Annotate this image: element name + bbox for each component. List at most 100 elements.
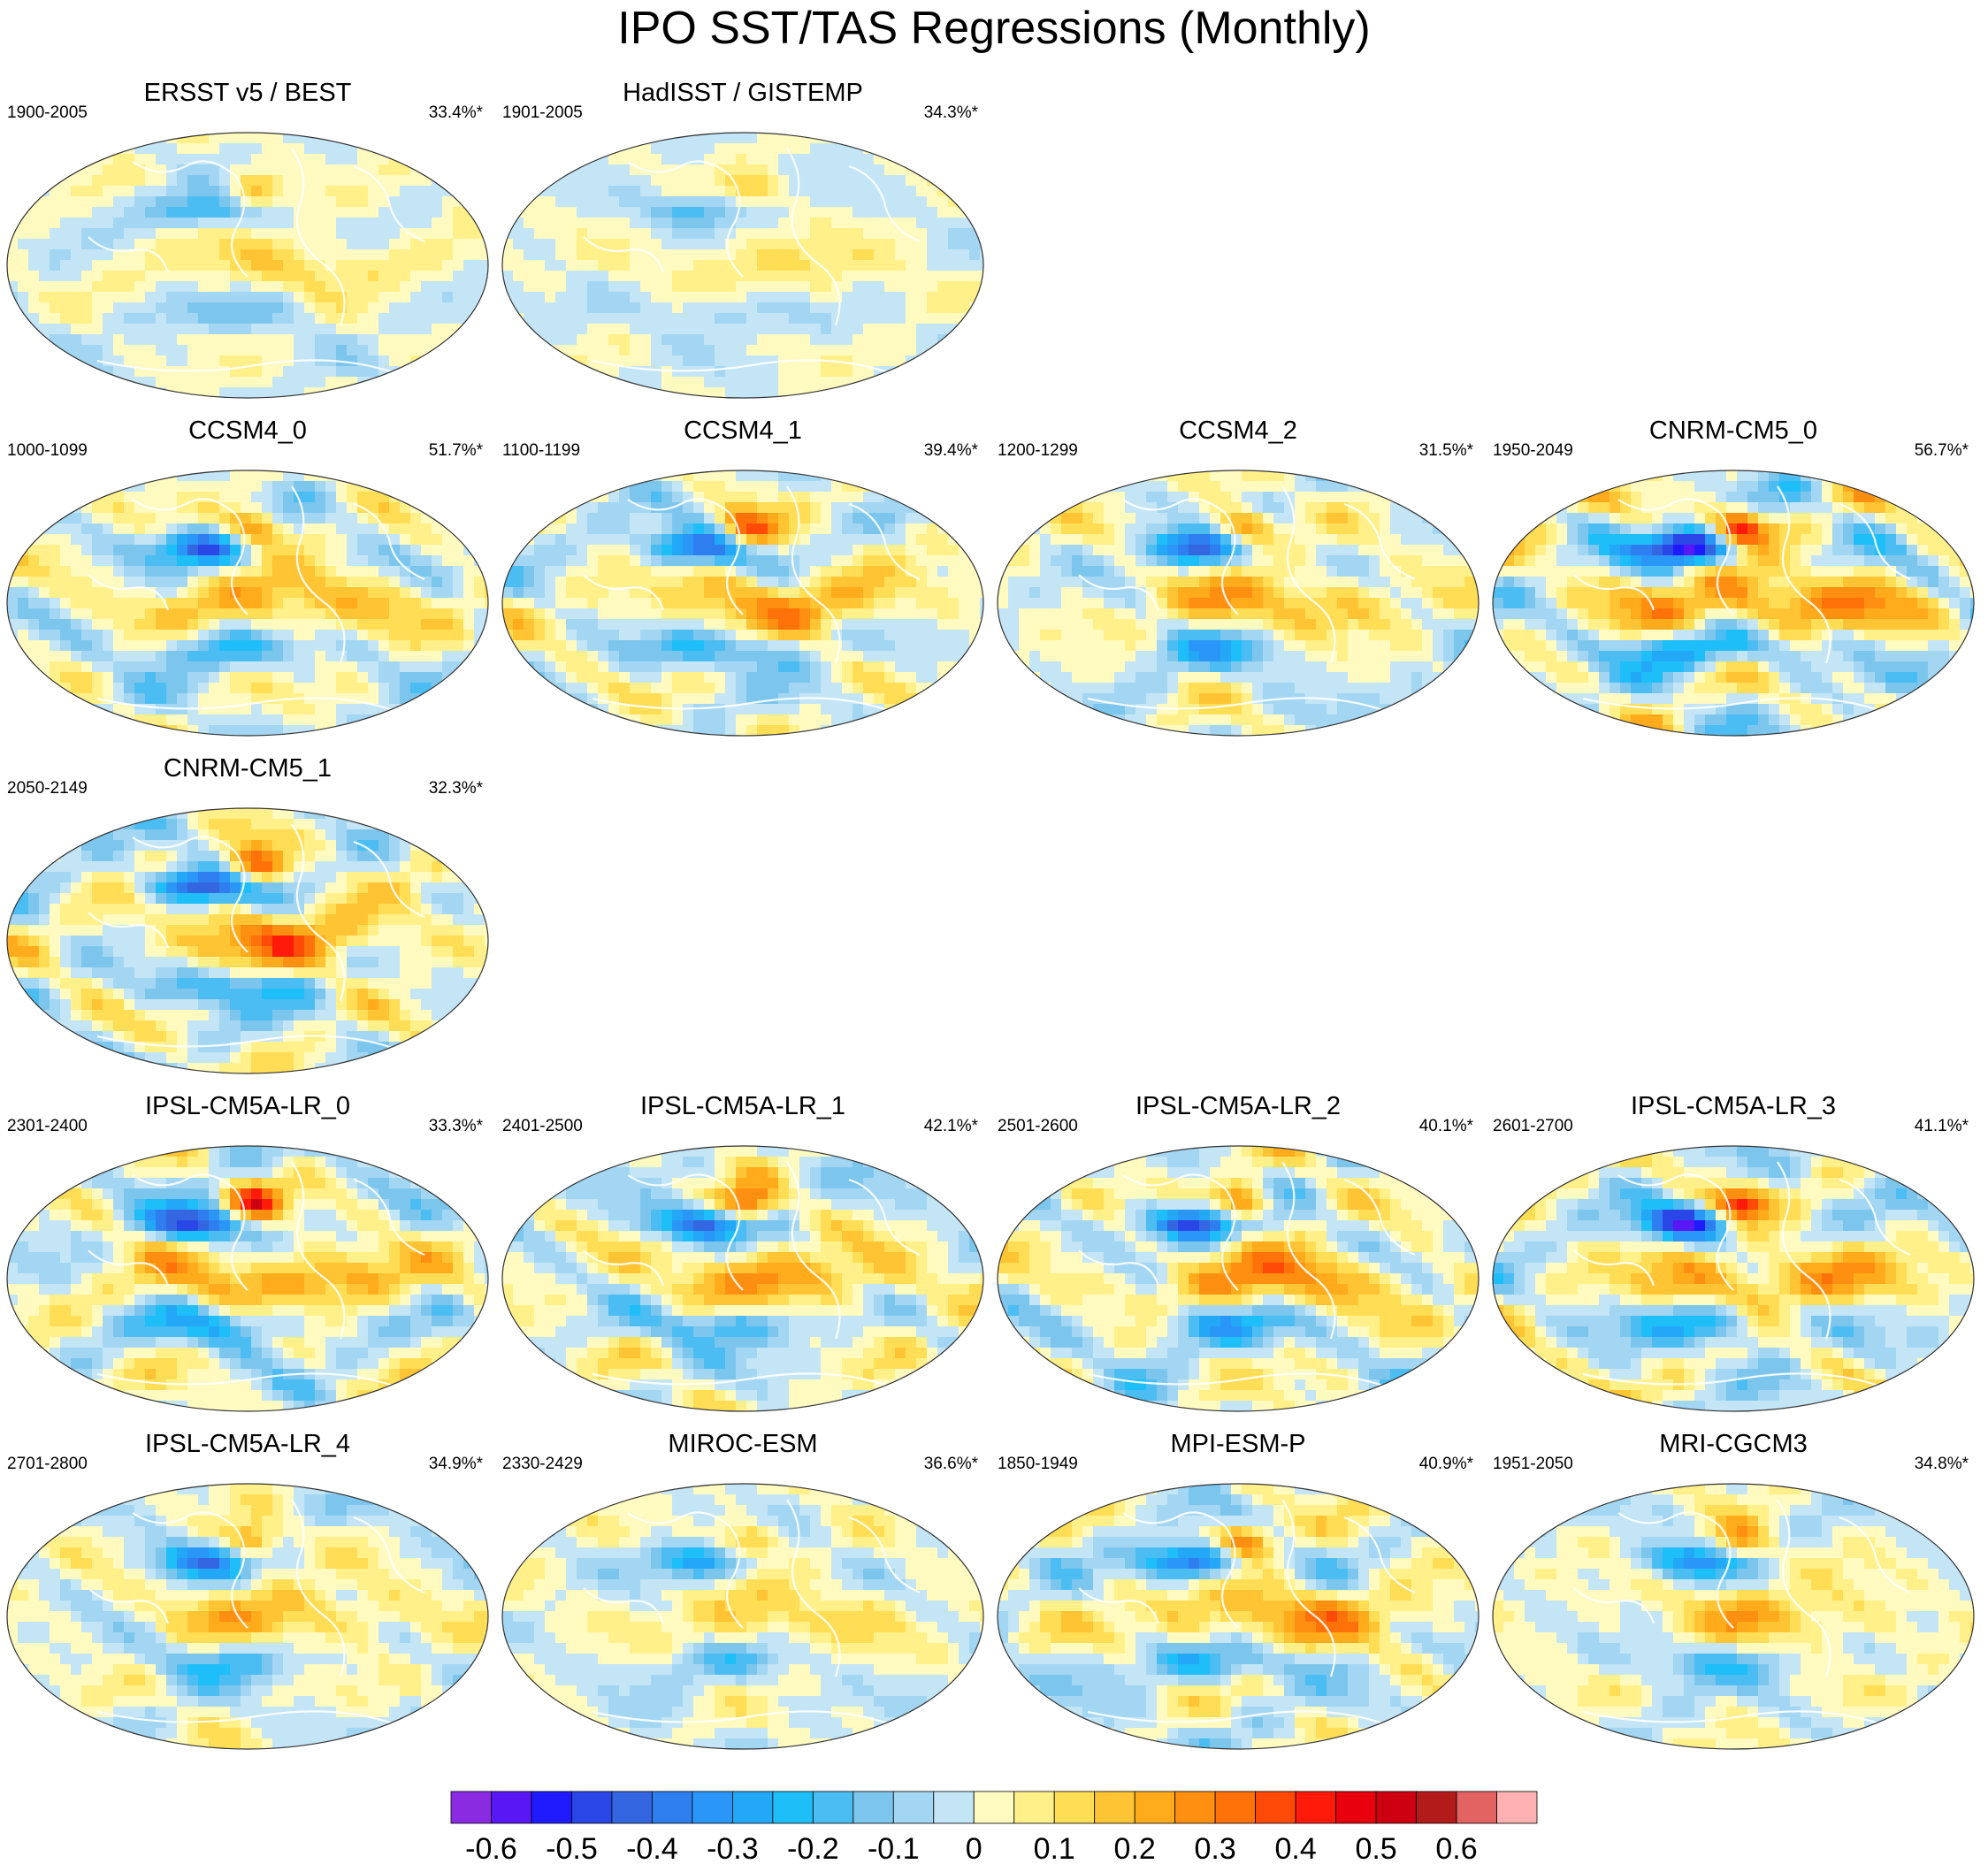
field-cell [347,640,358,652]
field-cell [283,366,294,378]
field-cell [884,481,896,493]
coastline [627,160,744,278]
field-cell [92,260,103,271]
field-cell [757,292,768,303]
field-cell [272,577,284,588]
field-cell [502,186,514,197]
field-cell [177,672,188,684]
field-cell [715,545,726,556]
field-cell [555,619,567,630]
field-cell [1199,523,1211,535]
panel-variance: 33.4%* [428,103,483,122]
field-cell [389,324,401,335]
field-cell [389,186,401,197]
field-cell [651,661,662,673]
field-cell [906,683,917,694]
field-cell [555,640,567,652]
field-cell [474,281,486,293]
panel-variance: 51.7%* [428,441,483,460]
field-cell [198,366,210,378]
field-cell [842,355,853,367]
field-cell [1273,502,1285,514]
field-cell [145,470,157,482]
field-cell [1422,470,1434,482]
field-cell [1316,513,1327,524]
field-cell [619,345,631,356]
field-cell [1093,523,1105,535]
field-cell [768,228,779,240]
coastline [592,359,894,376]
field-cell [39,534,50,546]
field-cell [325,313,337,325]
field-cell [283,502,294,514]
field-cell [145,175,157,187]
field-cell [50,186,61,197]
field-cell [969,502,981,514]
field-cell [357,186,369,197]
field-cell [768,292,779,303]
field-cell [336,502,348,514]
field-cell [442,587,454,599]
field-cell [789,481,800,493]
field-cell [400,207,411,218]
field-cell [853,196,864,208]
field-cell [325,249,337,261]
field-cell [608,587,620,599]
field-cell [725,630,737,641]
field-cell [831,714,843,726]
field-cell [485,302,488,314]
field-cell [209,545,220,556]
field-cell [683,302,694,314]
field-cell [187,513,199,524]
field-cell [315,377,326,388]
field-cell [453,313,464,325]
field-cell [209,619,220,630]
field-cell [50,196,61,208]
field-cell [545,481,556,493]
field-cell [502,534,514,546]
field-cell [948,271,960,282]
field-cell [103,271,114,282]
field-cell [81,154,93,165]
field-cell [304,534,316,546]
field-cell [166,502,178,514]
field-cell [156,366,167,378]
field-cell [463,481,475,493]
panel-title: ERSST v5 / BEST [143,79,352,107]
field-cell [336,218,348,229]
field-cell [177,598,188,609]
field-cell [1369,481,1380,493]
field-cell [7,492,19,503]
field-cell [661,186,673,197]
field-cell [1380,481,1391,493]
field-cell [672,555,684,567]
field-cell [513,164,524,176]
field-cell [959,218,970,229]
field-cell [103,260,114,271]
field-cell [799,534,811,546]
field-cell [156,196,167,208]
field-cell [1104,534,1115,546]
field-cell [368,186,379,197]
field-cell [534,239,546,250]
field-cell [357,513,369,524]
field-cell [1072,513,1083,524]
field-cell [906,651,917,662]
field-cell [874,693,885,705]
field-cell [421,470,432,482]
field-cell [1263,545,1274,556]
field-cell [389,271,401,282]
field-cell [959,640,970,652]
field-cell [28,292,40,303]
field-cell [545,366,556,378]
field-cell [50,683,61,694]
field-cell [485,683,488,694]
field-cell [156,693,167,705]
field-cell [18,387,29,398]
field-cell [1401,492,1412,503]
field-cell [502,640,514,652]
field-cell [432,218,443,229]
field-cell [768,672,779,684]
field-cell [778,239,790,250]
field-cell [124,587,135,599]
